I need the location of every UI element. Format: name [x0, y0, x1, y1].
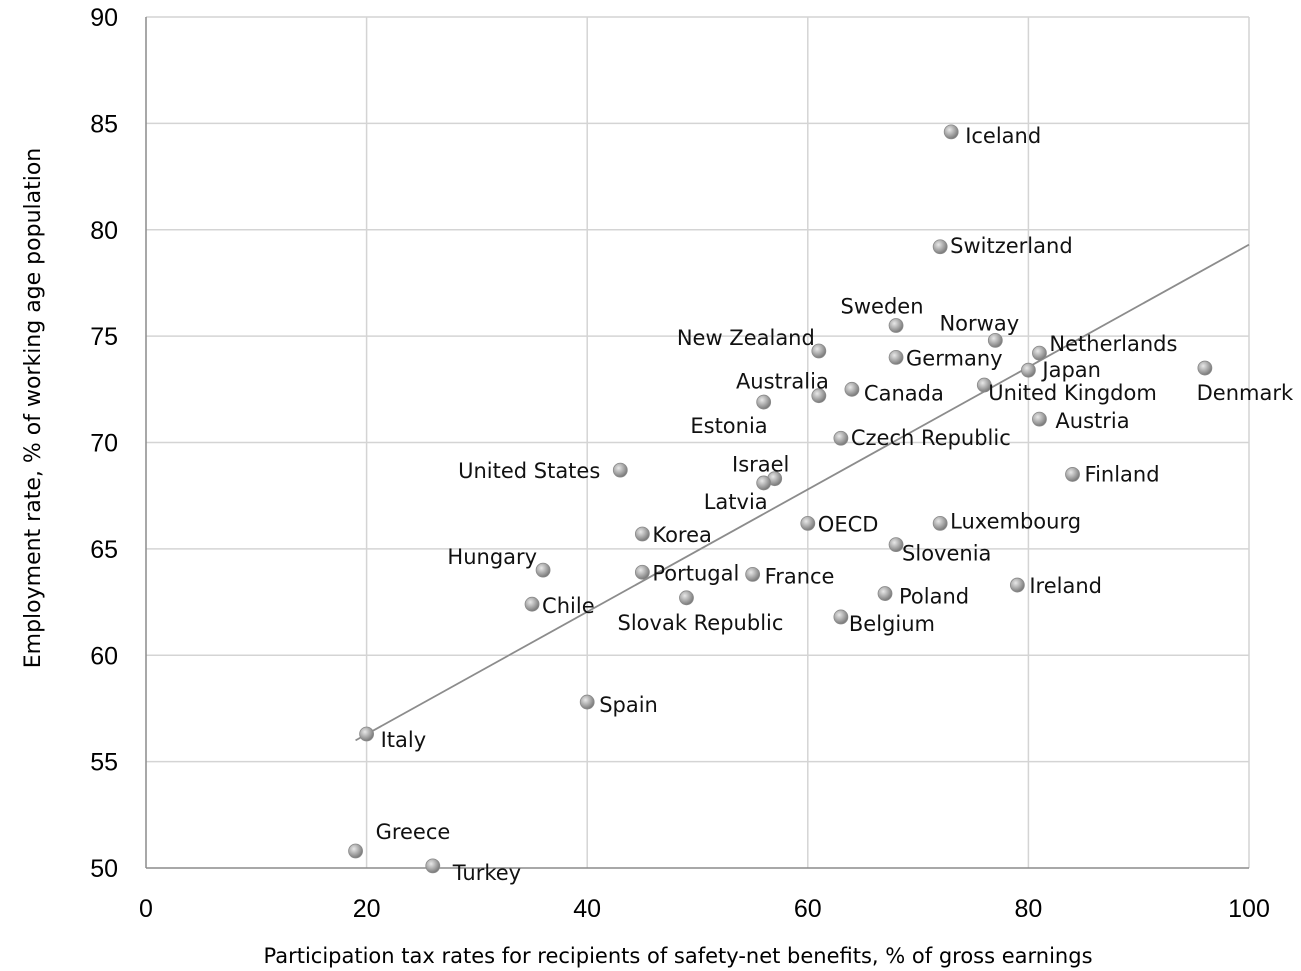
y-tick-label: 55	[90, 749, 118, 777]
data-point	[1032, 411, 1047, 427]
point-label: Denmark	[1197, 381, 1294, 405]
data-point	[943, 124, 959, 140]
data-point	[1197, 360, 1213, 376]
data-point	[811, 343, 827, 359]
point-label: Portugal	[652, 561, 739, 585]
data-point	[634, 526, 650, 542]
data-point	[745, 567, 761, 582]
point-label: Hungary	[447, 545, 537, 569]
point-label: Latvia	[704, 490, 768, 514]
y-tick-label: 60	[90, 642, 118, 670]
point-label: Germany	[906, 346, 1003, 370]
data-point	[679, 590, 694, 606]
point-label: New Zealand	[677, 326, 815, 350]
trendline-layer	[355, 243, 1250, 742]
point-label: Chile	[542, 594, 595, 618]
axis-layer	[145, 17, 1249, 869]
point-label: Italy	[381, 728, 427, 752]
x-tick-label: 40	[573, 895, 601, 923]
y-tick-label: 50	[90, 855, 118, 883]
y-tick-label: 85	[90, 110, 118, 138]
y-tick-label: 70	[90, 430, 118, 458]
point-label: Switzerland	[950, 234, 1072, 258]
data-point	[932, 239, 948, 255]
data-point	[348, 843, 363, 859]
y-tick-label: 90	[90, 4, 118, 32]
data-point	[634, 564, 650, 580]
data-point	[524, 596, 540, 612]
y-tick-label: 80	[90, 217, 118, 245]
data-point	[976, 377, 992, 393]
data-point	[844, 381, 860, 397]
data-point	[756, 394, 772, 410]
point-labels: Iceland Switzerland Sweden Norway New Zealan…	[376, 124, 1294, 885]
data-point	[1009, 577, 1025, 593]
data-point	[359, 726, 375, 742]
point-label: Israel	[732, 453, 789, 477]
point-label: United Kingdom	[988, 381, 1157, 405]
point-label: France	[765, 564, 835, 588]
data-point	[1065, 467, 1080, 482]
x-tick-label: 80	[1014, 895, 1042, 923]
point-label: Sweden	[841, 294, 924, 318]
data-point	[800, 515, 816, 531]
point-label: Netherlands	[1049, 332, 1177, 356]
point-label: Turkey	[452, 861, 521, 885]
point-label: Canada	[864, 381, 944, 405]
data-point	[579, 694, 595, 710]
data-point	[756, 475, 772, 491]
y-tick-label: 65	[90, 536, 118, 564]
data-point	[1021, 362, 1036, 378]
point-label: Australia	[736, 370, 829, 394]
point-label: Norway	[939, 311, 1019, 335]
point-label: Czech Republic	[851, 426, 1011, 450]
trend-line	[355, 243, 1250, 742]
point-label: Luxembourg	[950, 509, 1081, 533]
data-point	[888, 537, 904, 553]
point-label: Korea	[652, 523, 712, 547]
point-label: Slovak Republic	[618, 611, 784, 635]
point-label: Slovenia	[902, 542, 991, 566]
point-label: Belgium	[849, 612, 935, 636]
x-tick-label: 100	[1228, 895, 1270, 923]
point-label: Iceland	[965, 124, 1041, 148]
data-point	[877, 586, 893, 601]
data-point	[1032, 345, 1047, 361]
point-label: Spain	[599, 693, 658, 717]
point-label: Greece	[376, 820, 451, 844]
point-label: United States	[458, 459, 600, 483]
data-point	[888, 318, 904, 333]
x-tick-label: 20	[353, 895, 381, 923]
grid-layer	[146, 16, 1250, 868]
point-label: Ireland	[1029, 574, 1102, 598]
point-label: Japan	[1040, 358, 1101, 382]
x-axis-title: Participation tax rates for recipients o…	[263, 944, 1092, 968]
data-points	[348, 124, 1213, 874]
point-label: OECD	[818, 512, 879, 536]
data-point	[932, 515, 948, 531]
x-tick-label: 0	[139, 895, 153, 923]
point-label: Finland	[1085, 462, 1160, 486]
x-tick-label: 60	[794, 895, 822, 923]
data-point	[987, 332, 1003, 348]
point-label: Austria	[1055, 409, 1129, 433]
data-point	[425, 858, 441, 874]
point-label: Estonia	[690, 414, 767, 438]
data-point	[612, 462, 628, 478]
tick-labels: 0 20 40 60 80 100 50 55 60 65 70 75 80 85 90	[90, 4, 1270, 923]
y-tick-label: 75	[90, 323, 118, 351]
data-point	[833, 609, 849, 625]
point-label: Poland	[899, 585, 969, 609]
y-axis-title: Employment rate, % of working age popula…	[21, 148, 46, 668]
data-point	[811, 388, 827, 404]
data-point	[535, 562, 551, 578]
data-point	[833, 430, 849, 446]
data-point	[888, 349, 904, 365]
